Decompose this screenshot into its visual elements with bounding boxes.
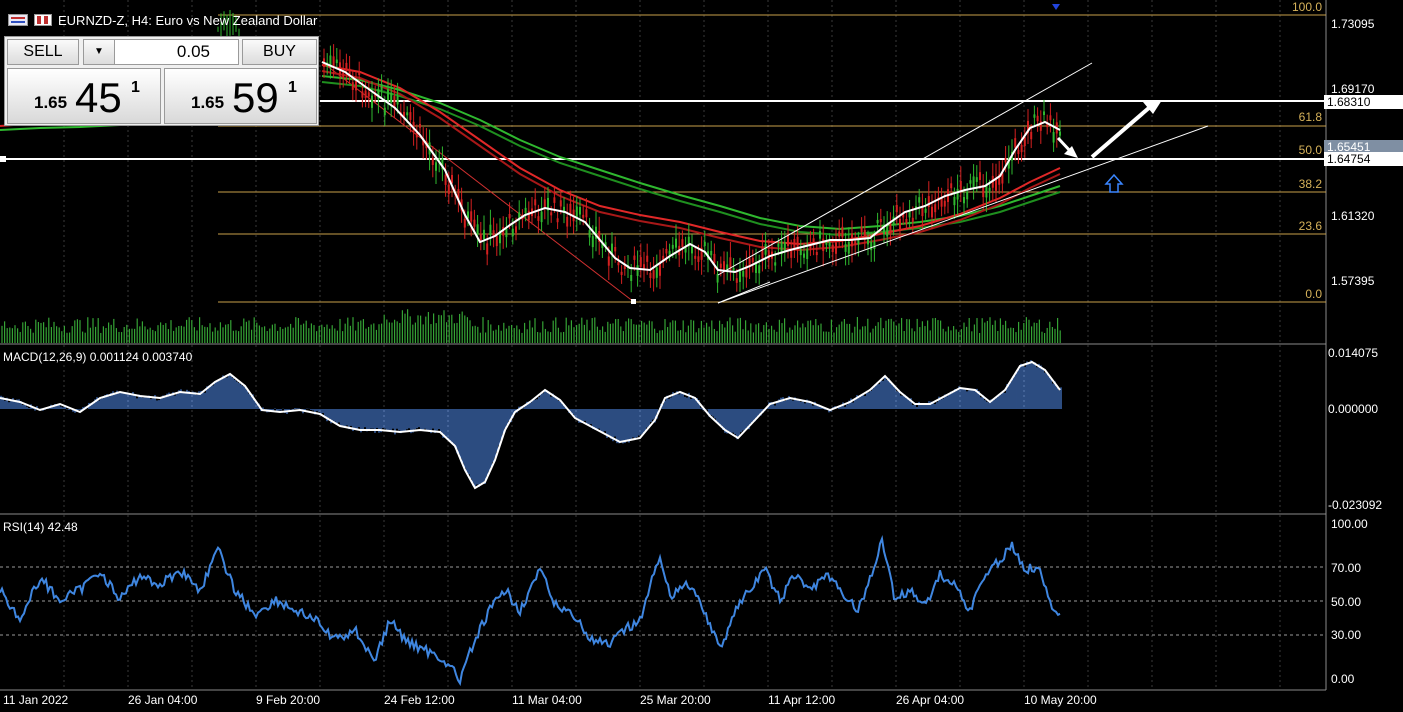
price-box-resistance: 1.68310 <box>1324 95 1403 109</box>
line-handle[interactable] <box>0 156 6 162</box>
channel-mid <box>717 281 771 304</box>
sell-price-fraction: 1 <box>131 79 140 96</box>
time-label: 11 Mar 04:00 <box>512 693 582 707</box>
time-axis: 11 Jan 2022 26 Jan 04:00 9 Feb 20:00 24 … <box>3 693 1097 707</box>
forecast-arrow-up[interactable] <box>1090 100 1162 159</box>
buy-quote[interactable]: 1.65 59 1 <box>164 68 317 124</box>
rsi-axis-label: 50.00 <box>1331 595 1361 609</box>
fib-anchor-point <box>631 299 636 304</box>
time-label: 11 Jan 2022 <box>3 693 68 707</box>
lot-spinner[interactable] <box>214 40 238 64</box>
chart-title: EURNZD-Z, H4: Euro vs New Zealand Dollar <box>58 12 318 28</box>
sell-quote[interactable]: 1.65 45 1 <box>7 68 161 124</box>
time-label: 26 Apr 04:00 <box>896 693 964 707</box>
fib-level-100: 100.0 <box>1292 0 1322 14</box>
trade-icon[interactable] <box>34 14 52 26</box>
channel-lower[interactable] <box>717 125 1209 304</box>
ma-red-lower <box>321 70 1061 252</box>
volume-bars <box>1 309 1061 343</box>
macd-signal-line <box>0 360 1061 490</box>
time-label: 10 May 20:00 <box>1024 693 1097 707</box>
rsi-line <box>0 534 1061 687</box>
fib-level-38-2: 38.2 <box>1299 177 1323 191</box>
marker-icon <box>1052 4 1060 10</box>
buy-price-pips: 59 <box>232 74 279 121</box>
price-label: 1.61320 <box>1331 209 1375 223</box>
macd-axis-label: 0.000000 <box>1328 402 1378 416</box>
ma-red-upper <box>321 64 1061 246</box>
chevron-down-icon[interactable]: ▼ <box>84 40 115 64</box>
sell-price-pips: 45 <box>75 74 122 121</box>
one-click-trading-panel: SELL ▼ 0.05 BUY 1.65 45 1 1.65 59 1 <box>4 36 319 126</box>
price-box-fib: 1.65451 <box>1324 140 1403 154</box>
rsi-axis-label: 100.00 <box>1331 517 1368 531</box>
macd-histogram <box>0 360 1062 489</box>
price-label: 1.69170 <box>1331 82 1375 96</box>
macd-axis-label: -0.023092 <box>1328 498 1382 512</box>
sell-price-prefix: 1.65 <box>34 93 68 112</box>
ma-green-left <box>0 124 121 131</box>
macd-label: MACD(12,26,9) 0.001124 0.003740 <box>3 350 193 364</box>
lot-size-field[interactable]: ▼ 0.05 <box>83 39 239 65</box>
chart-list-icon[interactable] <box>8 14 28 26</box>
chart-title-bar: EURNZD-Z, H4: Euro vs New Zealand Dollar <box>8 12 317 28</box>
fib-level-50: 50.0 <box>1299 143 1323 157</box>
price-label: 1.73095 <box>1331 17 1375 31</box>
buy-price-fraction: 1 <box>288 79 297 96</box>
buy-price-prefix: 1.65 <box>191 93 225 112</box>
forecast-arrow-down[interactable] <box>1056 136 1078 158</box>
rsi-label: RSI(14) 42.48 <box>3 520 78 534</box>
lot-size-value[interactable]: 0.05 <box>176 42 210 61</box>
time-label: 11 Apr 12:00 <box>768 693 835 707</box>
time-label: 24 Feb 12:00 <box>384 693 455 707</box>
sell-button[interactable]: SELL <box>7 39 79 65</box>
fib-level-23-6: 23.6 <box>1299 219 1323 233</box>
macd-axis-label: 0.014075 <box>1328 346 1378 360</box>
time-label: 25 Mar 20:00 <box>640 693 711 707</box>
price-ema-line <box>321 61 1061 274</box>
price-axis: 1.73095 1.69170 1.61320 1.57395 0.014075… <box>1328 17 1382 686</box>
channel-upper[interactable] <box>717 62 1093 276</box>
rsi-axis-label: 30.00 <box>1331 628 1361 642</box>
time-label: 9 Feb 20:00 <box>256 693 320 707</box>
rsi-axis-label: 70.00 <box>1331 561 1361 575</box>
fib-level-61-8: 61.8 <box>1299 110 1323 124</box>
buy-signal-arrow-icon <box>1104 173 1124 193</box>
buy-button[interactable]: BUY <box>242 39 317 65</box>
rsi-axis-label: 0.00 <box>1331 672 1355 686</box>
price-box-current: 1.64754 <box>1324 152 1403 166</box>
fib-anchor-line[interactable] <box>321 61 635 303</box>
fib-level-0: 0.0 <box>1305 287 1322 301</box>
time-label: 26 Jan 04:00 <box>128 693 198 707</box>
price-label: 1.57395 <box>1331 274 1375 288</box>
